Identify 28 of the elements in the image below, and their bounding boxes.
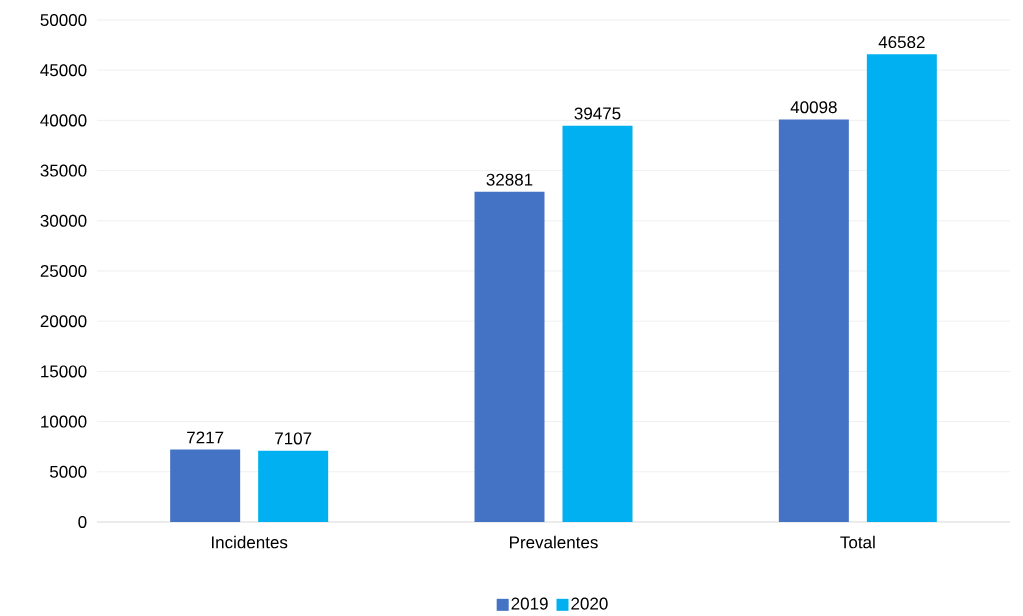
bar [258, 450, 329, 522]
y-tick-label: 35000 [40, 164, 87, 177]
y-tick-label: 40000 [40, 114, 87, 127]
data-label: 39475 [574, 107, 621, 120]
legend-label: 2020 [571, 597, 608, 610]
data-label: 32881 [486, 173, 533, 186]
y-tick-label: 30000 [40, 214, 87, 227]
bar [562, 125, 633, 522]
y-tick-label: 10000 [41, 415, 87, 428]
bar [778, 119, 849, 522]
bar [170, 449, 241, 522]
y-tick-label: 25000 [40, 264, 87, 278]
x-tick-label: Total [840, 535, 875, 549]
data-label: 7107 [275, 432, 312, 445]
data-label: 7217 [187, 431, 224, 444]
y-tick-label: 15000 [41, 365, 87, 378]
y-tick-label: 0 [78, 515, 87, 529]
y-tick-label: 50000 [40, 13, 87, 27]
data-label: 40098 [790, 101, 837, 114]
data-label: 46582 [878, 36, 925, 49]
x-tick-label: Incidentes [211, 535, 288, 549]
y-tick-label: 45000 [40, 64, 87, 77]
bar [866, 54, 937, 522]
x-tick-label: Prevalentes [510, 535, 598, 549]
legend-label: 2019 [511, 597, 548, 610]
y-tick-label: 5000 [49, 465, 87, 478]
bar [474, 191, 545, 522]
y-tick-label: 20000 [40, 315, 87, 328]
